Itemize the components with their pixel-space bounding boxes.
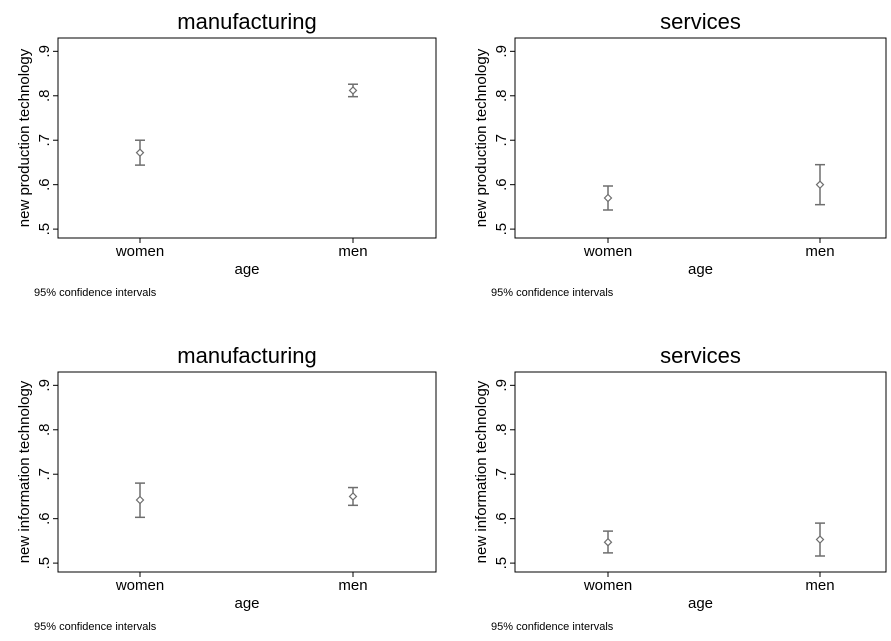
y-tick-label: .5 <box>36 557 53 570</box>
y-axis-label: new production technology <box>16 48 33 227</box>
y-tick-label: .7 <box>493 468 510 481</box>
y-tick-label: .8 <box>493 424 510 437</box>
y-tick-label: .7 <box>493 134 510 147</box>
data-point-women <box>135 148 145 158</box>
plot-frame <box>514 371 887 573</box>
x-tick-label: women <box>583 243 632 260</box>
y-tick-label: .9 <box>493 379 510 392</box>
chart-title: manufacturing <box>177 343 316 368</box>
x-tick-label: men <box>338 577 367 594</box>
y-tick-label: .6 <box>36 512 53 525</box>
data-point-women <box>603 193 613 203</box>
y-tick-label: .6 <box>493 178 510 191</box>
chart-note: 95% confidence intervals <box>491 287 614 299</box>
data-point-men <box>348 492 358 501</box>
y-tick-label: .9 <box>36 45 53 58</box>
chart-note: 95% confidence intervals <box>491 621 614 633</box>
plot-frame <box>514 37 887 239</box>
data-point-men <box>348 86 358 95</box>
y-tick-label: .8 <box>36 424 53 437</box>
chart-title: services <box>660 9 741 34</box>
y-tick-label: .5 <box>493 223 510 236</box>
y-tick-label: .7 <box>36 134 53 147</box>
y-tick-label: .8 <box>493 90 510 103</box>
data-point-women <box>135 495 145 505</box>
chart-title: manufacturing <box>177 9 316 34</box>
y-tick-label: .9 <box>36 379 53 392</box>
x-tick-label: women <box>115 243 164 260</box>
y-tick-label: .6 <box>36 178 53 191</box>
x-tick-label: men <box>805 243 834 260</box>
x-axis-label: age <box>688 261 713 278</box>
y-tick-label: .7 <box>36 468 53 481</box>
x-tick-label: men <box>338 243 367 260</box>
data-point-men <box>815 535 825 544</box>
y-tick-label: .5 <box>36 223 53 236</box>
x-axis-label: age <box>234 595 259 612</box>
chart-note: 95% confidence intervals <box>34 621 157 633</box>
plot-frame <box>57 37 437 239</box>
x-tick-label: men <box>805 577 834 594</box>
x-tick-label: women <box>583 577 632 594</box>
chart-title: services <box>660 343 741 368</box>
y-tick-label: .8 <box>36 90 53 103</box>
y-axis-label: new information technology <box>473 380 490 563</box>
y-axis-label: new production technology <box>473 48 490 227</box>
x-axis-label: age <box>234 261 259 278</box>
y-tick-label: .9 <box>493 45 510 58</box>
data-point-women <box>603 537 613 547</box>
plot-frame <box>57 371 437 573</box>
chart-note: 95% confidence intervals <box>34 287 157 299</box>
y-tick-label: .5 <box>493 557 510 570</box>
y-tick-label: .6 <box>493 512 510 525</box>
x-axis-label: age <box>688 595 713 612</box>
data-point-men <box>815 180 825 190</box>
y-axis-label: new information technology <box>16 380 33 563</box>
x-tick-label: women <box>115 577 164 594</box>
